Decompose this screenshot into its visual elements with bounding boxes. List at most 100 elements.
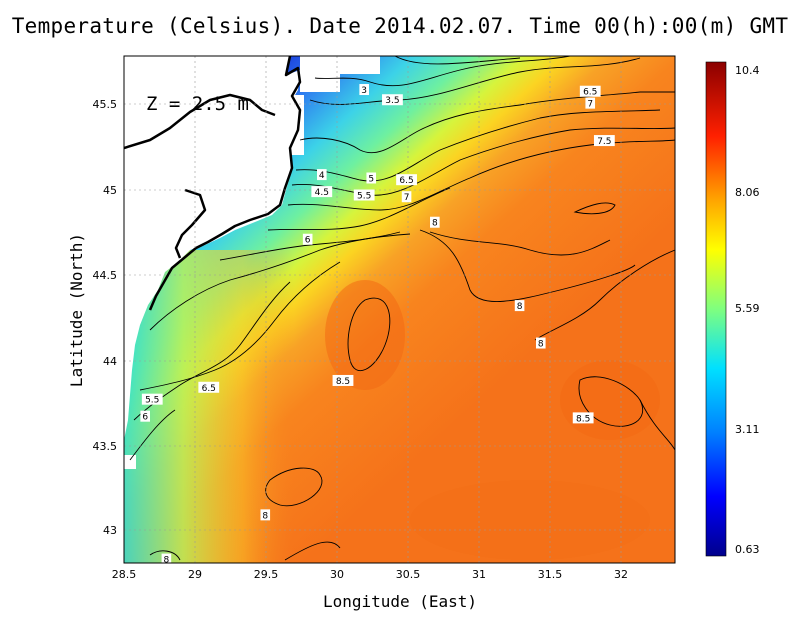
land-mass <box>124 56 300 440</box>
warm-patch <box>560 360 660 440</box>
coastline <box>124 56 302 311</box>
contour-label-bg <box>140 410 150 422</box>
contour-label-bg <box>366 172 377 184</box>
contour-label: 8.5 <box>332 374 354 387</box>
contour-label: 8 <box>430 216 440 229</box>
contour-label-text: 8.5 <box>576 414 590 424</box>
x-tick-label: 32 <box>614 568 628 581</box>
contour-label-text: 6 <box>305 236 311 246</box>
depth-annotation: Z = 2.5 m <box>146 93 249 115</box>
contour-label-text: 3.5 <box>385 96 399 106</box>
contour-label: 8 <box>161 553 172 566</box>
contour-label: 4.5 <box>311 186 333 198</box>
contour-label: 3 <box>359 84 369 96</box>
contour-label-text: 5.5 <box>145 396 159 406</box>
contour-label-text: 6.5 <box>399 176 413 186</box>
x-tick-label: 29 <box>188 568 202 581</box>
contour-label: 8 <box>514 300 525 312</box>
contour-label: 6.5 <box>396 174 417 186</box>
contour-label-bg <box>353 189 375 201</box>
colorbar-tick-label: 0.63 <box>735 543 760 556</box>
contour-label-text: 7 <box>587 100 593 110</box>
contour-label-text: 4.5 <box>315 188 329 198</box>
contour-label-text: 5.5 <box>357 192 371 202</box>
contour-label: 7 <box>585 97 596 110</box>
contour-label-bg <box>514 300 525 312</box>
y-tick-label: 44.5 <box>93 269 118 282</box>
plot-frame <box>123 55 676 564</box>
y-axis-title: Latitude (North) <box>67 233 86 387</box>
contour-label-bg <box>382 94 403 106</box>
contour-label-bg <box>359 84 369 96</box>
contour-label-bg <box>316 169 327 181</box>
contour-label: 5 <box>366 172 377 184</box>
contour-label-bg <box>430 216 440 228</box>
contour-label: 5.5 <box>353 189 375 202</box>
contour-label-bg <box>302 233 313 245</box>
contour-label-bg <box>401 191 412 203</box>
warm-patch <box>325 280 405 390</box>
contour-label: 7 <box>401 191 412 203</box>
contour-label-text: 8 <box>164 556 170 566</box>
contour-label-text: 4 <box>319 171 325 181</box>
contour-label: 5.5 <box>141 393 163 406</box>
y-tick-label: 45.5 <box>93 98 118 111</box>
colorbar-tick-label: 8.06 <box>735 186 760 199</box>
contour-label-text: 5 <box>368 174 374 184</box>
contour-label-bg <box>572 412 594 424</box>
colorbar-tick-label: 10.4 <box>735 64 760 77</box>
contour-label: 8 <box>260 509 271 521</box>
x-tick-label: 30.5 <box>396 568 421 581</box>
colorbar-tick-label: 5.59 <box>735 302 760 315</box>
colorbar-tick-label: 3.11 <box>735 423 760 436</box>
contour-labels: 3 3.5 4 4.5 5 5.5 6.5 7 6.5 7 7.5 6 8 8 8 8.5 8.5 6.5 5.5 6… <box>140 84 615 566</box>
x-tick-label: 29.5 <box>254 568 279 581</box>
contour-label-text: 6.5 <box>202 384 216 394</box>
contour-label-text: 8.5 <box>336 377 350 387</box>
contour-label-text: 7 <box>404 193 410 203</box>
contour-label: 7.5 <box>593 135 615 147</box>
contour-label-bg <box>260 509 271 521</box>
contour-label-text: 8 <box>538 340 544 350</box>
warm-patch <box>410 480 650 560</box>
x-tick-label: 31 <box>472 568 486 581</box>
x-tick-label: 30 <box>330 568 344 581</box>
contour-label-bg <box>593 135 615 147</box>
y-tick-label: 45 <box>103 184 117 197</box>
contour-label-text: 7.5 <box>597 137 611 147</box>
contour-label-text: 6.5 <box>583 88 597 98</box>
contour-label: 3.5 <box>382 94 403 106</box>
contour-label-bg <box>332 374 354 386</box>
contour-label-bg <box>141 393 163 405</box>
contour-label-bg <box>585 97 596 109</box>
contour-label-bg <box>579 85 601 97</box>
contour-label: 6 <box>140 410 150 423</box>
contour-label: 8 <box>535 337 546 350</box>
contour-label: 6.5 <box>579 85 601 98</box>
x-tick-label: 31.5 <box>538 568 563 581</box>
chart-title: Temperature (Celsius). Date 2014.02.07. … <box>11 14 789 38</box>
y-tick-labels: 43 43.5 44 44.5 45 45.5 <box>93 98 118 537</box>
contour-label-text: 3 <box>361 86 367 96</box>
contour-label-bg <box>198 381 220 393</box>
contour-label: 8.5 <box>572 412 594 424</box>
colorbar-tick-labels: 10.4 8.06 5.59 3.11 0.63 <box>735 64 760 556</box>
y-tick-label: 43 <box>103 524 117 537</box>
y-tick-label: 43.5 <box>93 440 118 453</box>
colorbar <box>705 61 727 557</box>
map-area: 3 3.5 4 4.5 5 5.5 6.5 7 6.5 7 7.5 6 8 8 8 8.5 8.5 6.5 5.5 6… <box>124 56 675 566</box>
x-tick-label: 28.5 <box>112 568 137 581</box>
contour-label: 4 <box>316 169 327 181</box>
contour-label-bg <box>396 174 417 186</box>
contour-label: 6 <box>302 233 313 246</box>
contour-label-bg <box>535 337 546 349</box>
contour-label-bg <box>161 553 172 563</box>
y-tick-label: 44 <box>103 355 117 368</box>
contour-label: 6.5 <box>198 381 220 394</box>
x-tick-labels: 28.5 29 29.5 30 30.5 31 31.5 32 <box>112 568 628 581</box>
contour-label-text: 8 <box>517 302 523 312</box>
contour-label-bg <box>311 186 333 198</box>
x-axis-title: Longitude (East) <box>323 592 477 611</box>
contour-label-text: 8 <box>262 511 268 521</box>
